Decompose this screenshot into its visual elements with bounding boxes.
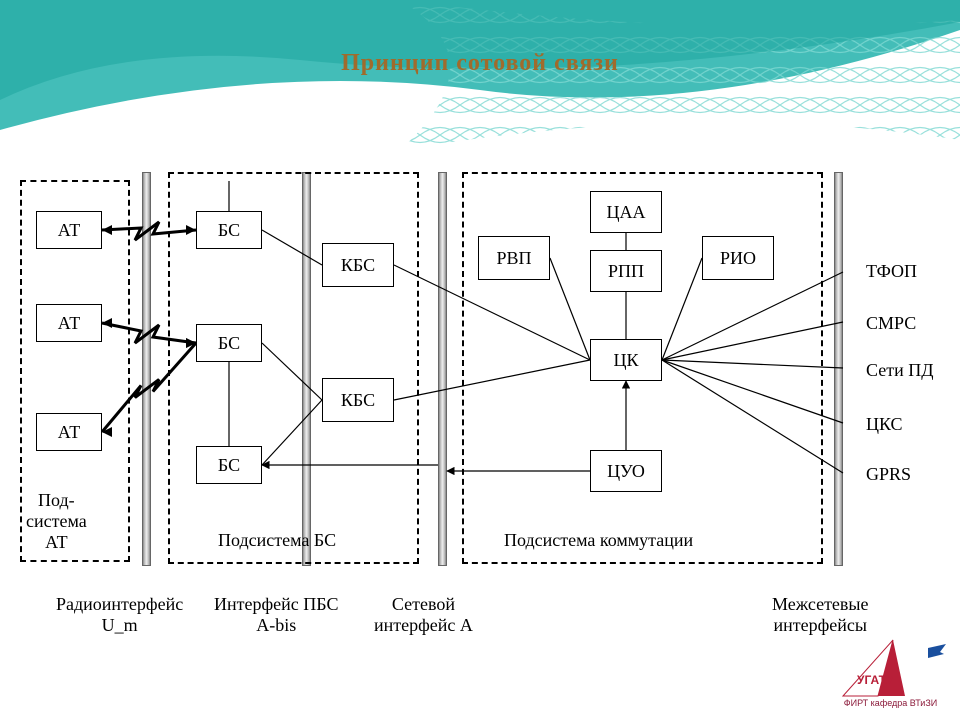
subsystem-label-g_bs: Подсистема БС xyxy=(218,530,336,551)
interface-bar-bar_ext xyxy=(834,172,843,566)
decor-banner xyxy=(0,0,960,170)
node-bs3: БС xyxy=(196,446,262,484)
external-net-4: GPRS xyxy=(866,464,911,485)
node-rpp: РПП xyxy=(590,250,662,292)
external-net-0: ТФОП xyxy=(866,261,917,282)
node-bs2: БС xyxy=(196,324,262,362)
node-cuo: ЦУО xyxy=(590,450,662,492)
node-rio: РИО xyxy=(702,236,774,280)
node-kbs2: КБС xyxy=(322,378,394,422)
external-net-2: Сети ПД xyxy=(866,360,934,381)
node-at1: АТ xyxy=(36,211,102,249)
node-caa: ЦАА xyxy=(590,191,662,233)
node-rvp: РВП xyxy=(478,236,550,280)
subsystem-label-g_at: Под- система АТ xyxy=(26,490,87,553)
interface-bar-bar_a xyxy=(438,172,447,566)
node-at2: АТ xyxy=(36,304,102,342)
subsystem-label-g_komm: Подсистема коммутации xyxy=(504,530,693,551)
interface-label-bar_ext: Межсетевые интерфейсы xyxy=(772,594,869,636)
slide-title: Принцип сотовой связи xyxy=(0,50,960,77)
logo-text-bottom: ФИРТ кафедра ВТиЗИ xyxy=(833,698,948,708)
interface-label-bar_a: Сетевой интерфейс A xyxy=(374,594,473,636)
interface-bar-bar_um xyxy=(142,172,151,566)
footer-logo: УГАТУ ФИРТ кафедра ВТиЗИ xyxy=(833,636,948,708)
external-net-1: СМРС xyxy=(866,313,916,334)
node-bs1: БС xyxy=(196,211,262,249)
node-kbs1: КБС xyxy=(322,243,394,287)
logo-text-top: УГАТУ xyxy=(857,673,894,687)
external-net-3: ЦКС xyxy=(866,414,903,435)
interface-label-bar_um: Радиоинтерфейс U_m xyxy=(56,594,183,636)
node-ck: ЦК xyxy=(590,339,662,381)
node-at3: АТ xyxy=(36,413,102,451)
interface-label-bar_abis: Интерфейс ПБС A-bis xyxy=(214,594,338,636)
